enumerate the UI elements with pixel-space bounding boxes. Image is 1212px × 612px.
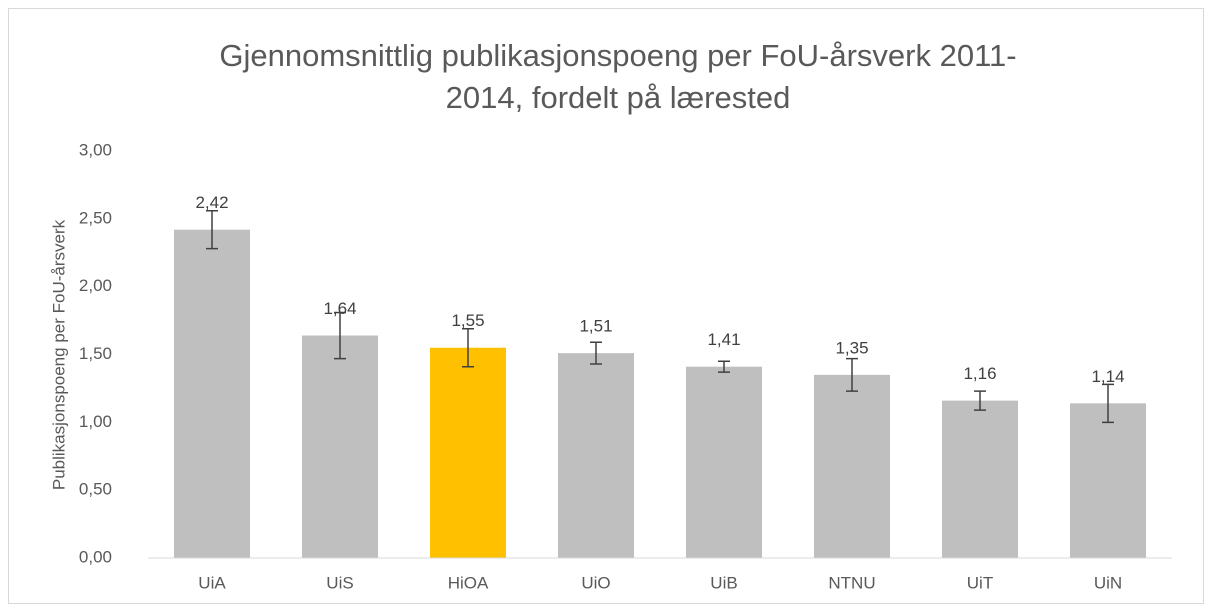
bar — [814, 374, 890, 558]
data-label: 1,41 — [707, 330, 740, 349]
y-tick-label: 2,50 — [79, 208, 112, 227]
bar — [1070, 403, 1146, 558]
x-tick-label: UiT — [967, 573, 993, 592]
x-tick-label: UiO — [581, 573, 610, 592]
error-bar — [334, 311, 346, 360]
y-tick-label: 0,00 — [79, 547, 112, 566]
y-tick-label: 3,00 — [79, 140, 112, 159]
bar — [686, 366, 762, 558]
data-label: 1,35 — [835, 338, 868, 357]
bar — [302, 335, 378, 558]
error-bar — [974, 390, 986, 411]
error-bar — [846, 357, 858, 392]
error-bar — [1102, 383, 1114, 424]
x-tick-label: UiB — [710, 573, 737, 592]
x-tick-label: HiOA — [448, 573, 489, 592]
data-label: 1,16 — [963, 364, 996, 383]
y-tick-label: 0,50 — [79, 480, 112, 499]
x-tick-label: UiS — [326, 573, 353, 592]
y-tick-label: 2,00 — [79, 276, 112, 295]
data-label: 1,64 — [323, 299, 356, 318]
x-tick-label: UiN — [1094, 573, 1122, 592]
bar — [430, 347, 506, 558]
x-tick-label: UiA — [198, 573, 226, 592]
y-axis-title: Publikasjonspoeng per FoU-årsverk — [49, 219, 68, 490]
error-bar — [590, 341, 602, 365]
chart-title: Gjennomsnittlig publikasjonspoeng per Fo… — [219, 38, 1016, 73]
data-label: 1,55 — [451, 311, 484, 330]
bar — [942, 400, 1018, 558]
error-bar — [462, 327, 474, 368]
error-bar — [206, 209, 218, 250]
bar — [558, 353, 634, 558]
y-tick-label: 1,50 — [79, 344, 112, 363]
data-label: 1,14 — [1091, 367, 1124, 386]
data-label: 2,42 — [195, 193, 228, 212]
bar — [174, 229, 250, 559]
error-bar — [718, 360, 730, 373]
y-tick-label: 1,00 — [79, 412, 112, 431]
x-tick-label: NTNU — [828, 573, 875, 592]
chart-title: 2014, fordelt på lærested — [446, 80, 791, 115]
data-label: 1,51 — [579, 317, 612, 336]
